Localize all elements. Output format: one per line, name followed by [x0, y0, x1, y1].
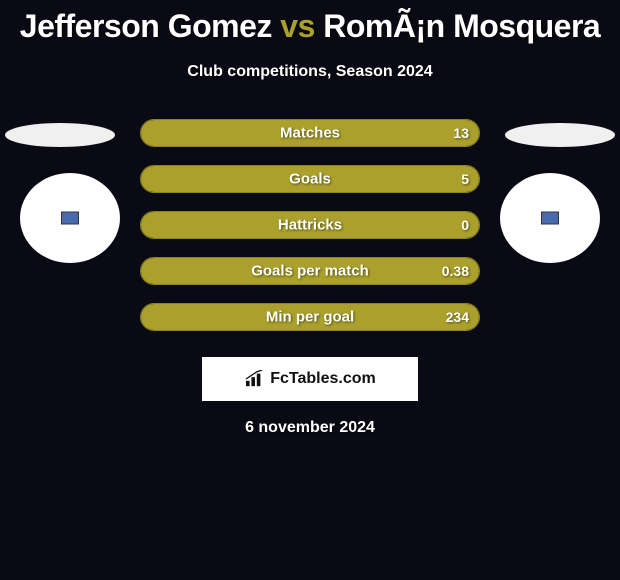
- stat-label: Hattricks: [278, 217, 342, 234]
- stat-value-right: 0.38: [442, 263, 469, 279]
- stat-label: Goals per match: [251, 263, 369, 280]
- stat-label: Matches: [280, 125, 340, 142]
- stats-bars: Matches 13 Goals 5 Hattricks 0 Goals per match…: [140, 119, 480, 331]
- stat-value-right: 5: [461, 171, 469, 187]
- title-vs: vs: [280, 8, 315, 44]
- stat-label: Goals: [289, 171, 331, 188]
- brand-text: FcTables.com: [270, 370, 376, 388]
- page-title: Jefferson Gomez vs RomÃ¡n Mosquera: [0, 8, 620, 45]
- player1-flag-icon: [61, 212, 79, 225]
- title-player2: RomÃ¡n Mosquera: [315, 8, 600, 44]
- stat-bar: Min per goal 234: [140, 303, 480, 331]
- player1-avatar: [20, 173, 120, 263]
- stat-bar: Hattricks 0: [140, 211, 480, 239]
- stat-value-right: 234: [446, 309, 469, 325]
- player2-shadow-oval: [505, 123, 615, 147]
- stat-value-right: 0: [461, 217, 469, 233]
- date-label: 6 november 2024: [0, 419, 620, 437]
- comparison-card: Jefferson Gomez vs RomÃ¡n Mosquera Club …: [0, 0, 620, 437]
- stat-value-right: 13: [453, 125, 469, 141]
- subtitle: Club competitions, Season 2024: [0, 63, 620, 81]
- stat-bar: Matches 13: [140, 119, 480, 147]
- player2-flag-icon: [541, 212, 559, 225]
- brand-box: FcTables.com: [202, 357, 418, 401]
- player2-avatar: [500, 173, 600, 263]
- comparison-body: Matches 13 Goals 5 Hattricks 0 Goals per match…: [0, 119, 620, 339]
- brand-logo-icon: [244, 370, 266, 388]
- title-player1: Jefferson Gomez: [20, 8, 281, 44]
- player1-shadow-oval: [5, 123, 115, 147]
- stat-bar: Goals per match 0.38: [140, 257, 480, 285]
- stat-label: Min per goal: [266, 309, 354, 326]
- stat-bar: Goals 5: [140, 165, 480, 193]
